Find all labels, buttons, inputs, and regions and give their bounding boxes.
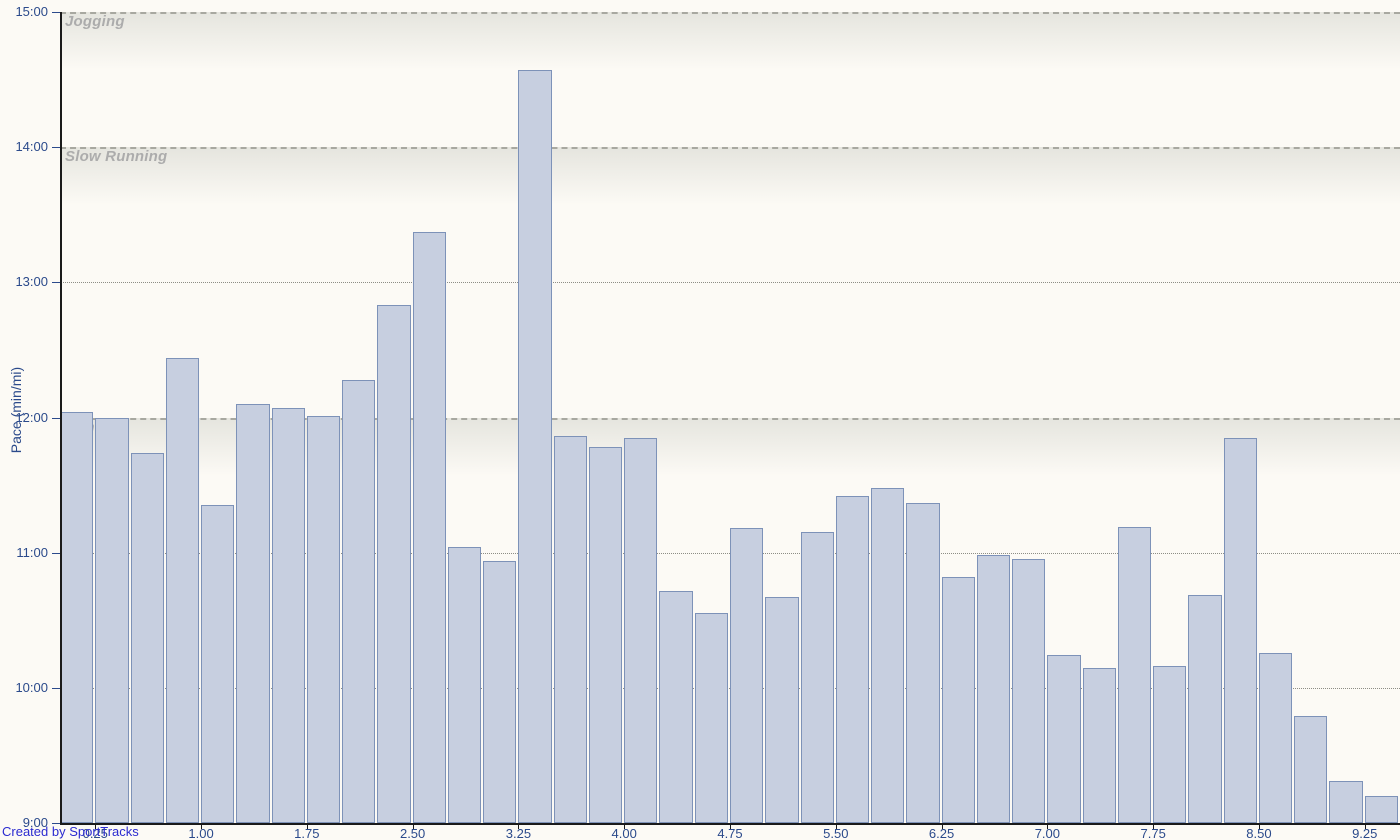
zone-label-jogging: Jogging (65, 13, 125, 30)
x-tick-mark (306, 823, 308, 829)
y-tick-label: 14:00 (15, 139, 48, 155)
x-tick-mark (941, 823, 943, 829)
y-tick-label: 11:00 (16, 544, 48, 560)
bar[interactable] (1012, 559, 1046, 823)
credit-text: Created by SportTracks (2, 824, 139, 839)
bar[interactable] (694, 613, 728, 823)
gridline-14-00 (60, 147, 1400, 150)
bar[interactable] (1117, 526, 1152, 823)
gridline-15-00 (60, 12, 1400, 14)
x-tick-mark (730, 823, 731, 829)
x-tick-label: 4.75 (717, 826, 743, 840)
x-tick-mark (624, 823, 626, 829)
y-tick-mark (52, 687, 60, 689)
x-tick-label: 5.50 (823, 826, 849, 840)
y-tick-mark (52, 823, 60, 824)
bar[interactable] (1223, 437, 1257, 823)
bar[interactable] (271, 408, 305, 823)
bar[interactable] (1047, 655, 1081, 823)
bar[interactable] (1153, 666, 1187, 823)
bar[interactable] (377, 305, 411, 823)
bar[interactable] (835, 495, 870, 823)
zone-band-jogging (60, 12, 1400, 70)
bar[interactable] (412, 232, 446, 823)
bar[interactable] (1258, 652, 1293, 823)
y-tick-mark (52, 552, 60, 554)
x-tick-label: 1.00 (188, 826, 214, 840)
x-tick-label: 2.50 (399, 826, 426, 840)
x-tick-mark (1258, 823, 1260, 829)
bar[interactable] (624, 437, 658, 823)
x-tick-mark (518, 823, 520, 829)
y-tick-mark (52, 282, 60, 284)
bar[interactable] (1188, 594, 1222, 823)
y-tick-label: 12:00 (15, 409, 48, 425)
x-tick-label: 8.50 (1246, 826, 1272, 840)
x-tick-label: 7.00 (1034, 826, 1061, 840)
bar[interactable] (871, 487, 905, 823)
bar[interactable] (553, 436, 587, 823)
x-tick-mark (412, 823, 414, 829)
bar[interactable] (730, 528, 764, 823)
y-tick-label: 15:00 (15, 4, 48, 19)
bar[interactable] (60, 412, 94, 823)
bar[interactable] (941, 576, 975, 823)
bar[interactable] (447, 547, 482, 823)
bar[interactable] (1294, 716, 1328, 823)
bar[interactable] (236, 403, 270, 823)
bar[interactable] (130, 452, 164, 823)
bar[interactable] (201, 505, 235, 823)
x-tick-label: 4.00 (611, 826, 637, 840)
y-axis-title: Pace (min/mi) (8, 366, 24, 454)
bar[interactable] (976, 555, 1011, 823)
x-tick-mark (1364, 823, 1366, 829)
zone-label-slow-running: Slow Running (65, 148, 168, 166)
x-tick-mark (1047, 823, 1049, 829)
x-tick-label: 6.25 (928, 826, 955, 840)
bar[interactable] (765, 597, 799, 823)
bar[interactable] (659, 590, 693, 823)
bar[interactable] (306, 416, 341, 823)
bar[interactable] (518, 70, 552, 823)
x-tick-label: 7.75 (1140, 826, 1166, 840)
bar[interactable] (165, 358, 200, 823)
gridline-13-00 (60, 282, 1400, 284)
bar[interactable] (1364, 795, 1398, 823)
x-tick-label: 9.25 (1352, 826, 1378, 840)
x-tick-mark (95, 823, 97, 829)
bar[interactable] (483, 560, 517, 823)
bar[interactable] (1329, 781, 1363, 823)
y-tick-label: 10:00 (15, 679, 48, 695)
bar[interactable] (800, 532, 834, 823)
bar[interactable] (906, 502, 940, 823)
y-axis-title-holder: Pace (min/mi) (0, 320, 24, 500)
x-tick-mark (201, 823, 203, 829)
zone-band-slow-running (60, 147, 1400, 206)
x-tick-label: 1.75 (294, 826, 320, 840)
x-tick-label: 0.25 (82, 826, 108, 840)
gridline-12-00 (60, 417, 1400, 420)
bar[interactable] (342, 379, 376, 823)
bar[interactable] (588, 447, 623, 823)
y-tick-mark (52, 417, 60, 419)
x-tick-mark (835, 823, 837, 829)
x-tick-label: 3.25 (505, 826, 532, 840)
y-tick-mark (52, 147, 60, 149)
bar[interactable] (95, 417, 129, 823)
y-axis-line (60, 12, 62, 824)
x-tick-mark (1153, 823, 1155, 829)
bar[interactable] (1082, 667, 1116, 823)
y-tick-label: 9:00 (22, 815, 48, 830)
y-tick-mark (52, 12, 60, 13)
y-tick-label: 13:00 (15, 274, 48, 290)
